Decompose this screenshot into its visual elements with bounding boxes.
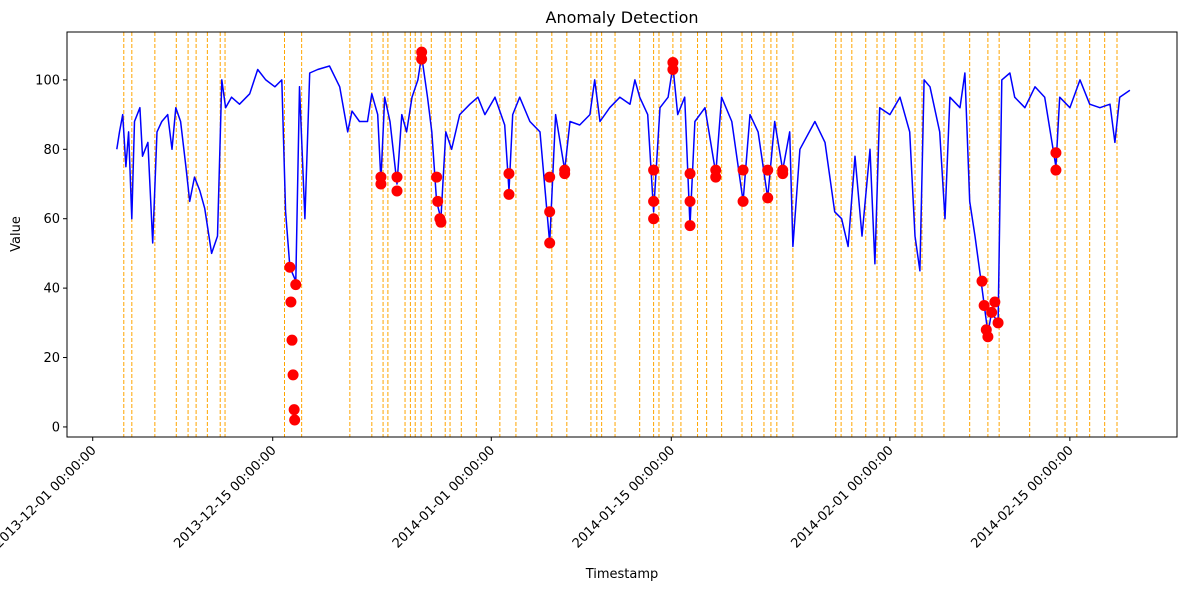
anomaly-point (986, 306, 998, 318)
anomaly-point (684, 195, 696, 207)
anomaly-point (559, 168, 571, 180)
anomaly-point (976, 275, 988, 287)
y-axis-label: Value (9, 216, 24, 252)
y-tick-label: 60 (43, 212, 60, 227)
anomaly-point (989, 296, 1001, 308)
anomaly-point (762, 192, 774, 204)
x-axis-label: Timestamp (585, 567, 659, 582)
anomaly-point (391, 185, 403, 197)
anomaly-point (285, 296, 297, 308)
anomaly-point (375, 178, 387, 190)
anomaly-point (1050, 164, 1062, 176)
anomaly-point (648, 164, 660, 176)
anomaly-point (544, 171, 556, 183)
y-tick-label: 80 (43, 143, 60, 158)
anomaly-point (289, 414, 301, 426)
anomaly-point (684, 220, 696, 232)
anomaly-point (648, 213, 660, 225)
anomaly-point (684, 168, 696, 180)
chart-title: Anomaly Detection (546, 8, 699, 27)
y-tick-label: 20 (43, 351, 60, 366)
anomaly-point (544, 237, 556, 249)
y-tick-label: 0 (52, 420, 60, 435)
anomaly-point (710, 171, 722, 183)
anomaly-point (431, 171, 443, 183)
anomaly-point (667, 63, 679, 75)
anomaly-point (648, 195, 660, 207)
anomaly-point (288, 404, 300, 416)
anomaly-point (544, 206, 556, 218)
anomaly-point (777, 168, 789, 180)
anomaly-point (435, 216, 447, 228)
anomaly-point (982, 331, 994, 343)
y-tick-label: 100 (35, 73, 60, 88)
anomaly-point (284, 261, 296, 273)
anomaly-point (432, 195, 444, 207)
anomaly-point (287, 369, 299, 381)
anomaly-point (992, 317, 1004, 329)
anomaly-point (391, 171, 403, 183)
anomaly-point (503, 188, 515, 200)
anomaly-point (286, 334, 298, 346)
plot-frame (66, 31, 1178, 438)
anomaly-point (503, 168, 515, 180)
y-tick-label: 40 (43, 282, 60, 297)
anomaly-point (1050, 147, 1062, 159)
anomaly-point (762, 164, 774, 176)
anomaly-point (416, 53, 428, 65)
anomaly-point (290, 279, 302, 291)
anomaly-point (978, 299, 990, 311)
anomaly-point (737, 164, 749, 176)
anomaly-point (737, 195, 749, 207)
